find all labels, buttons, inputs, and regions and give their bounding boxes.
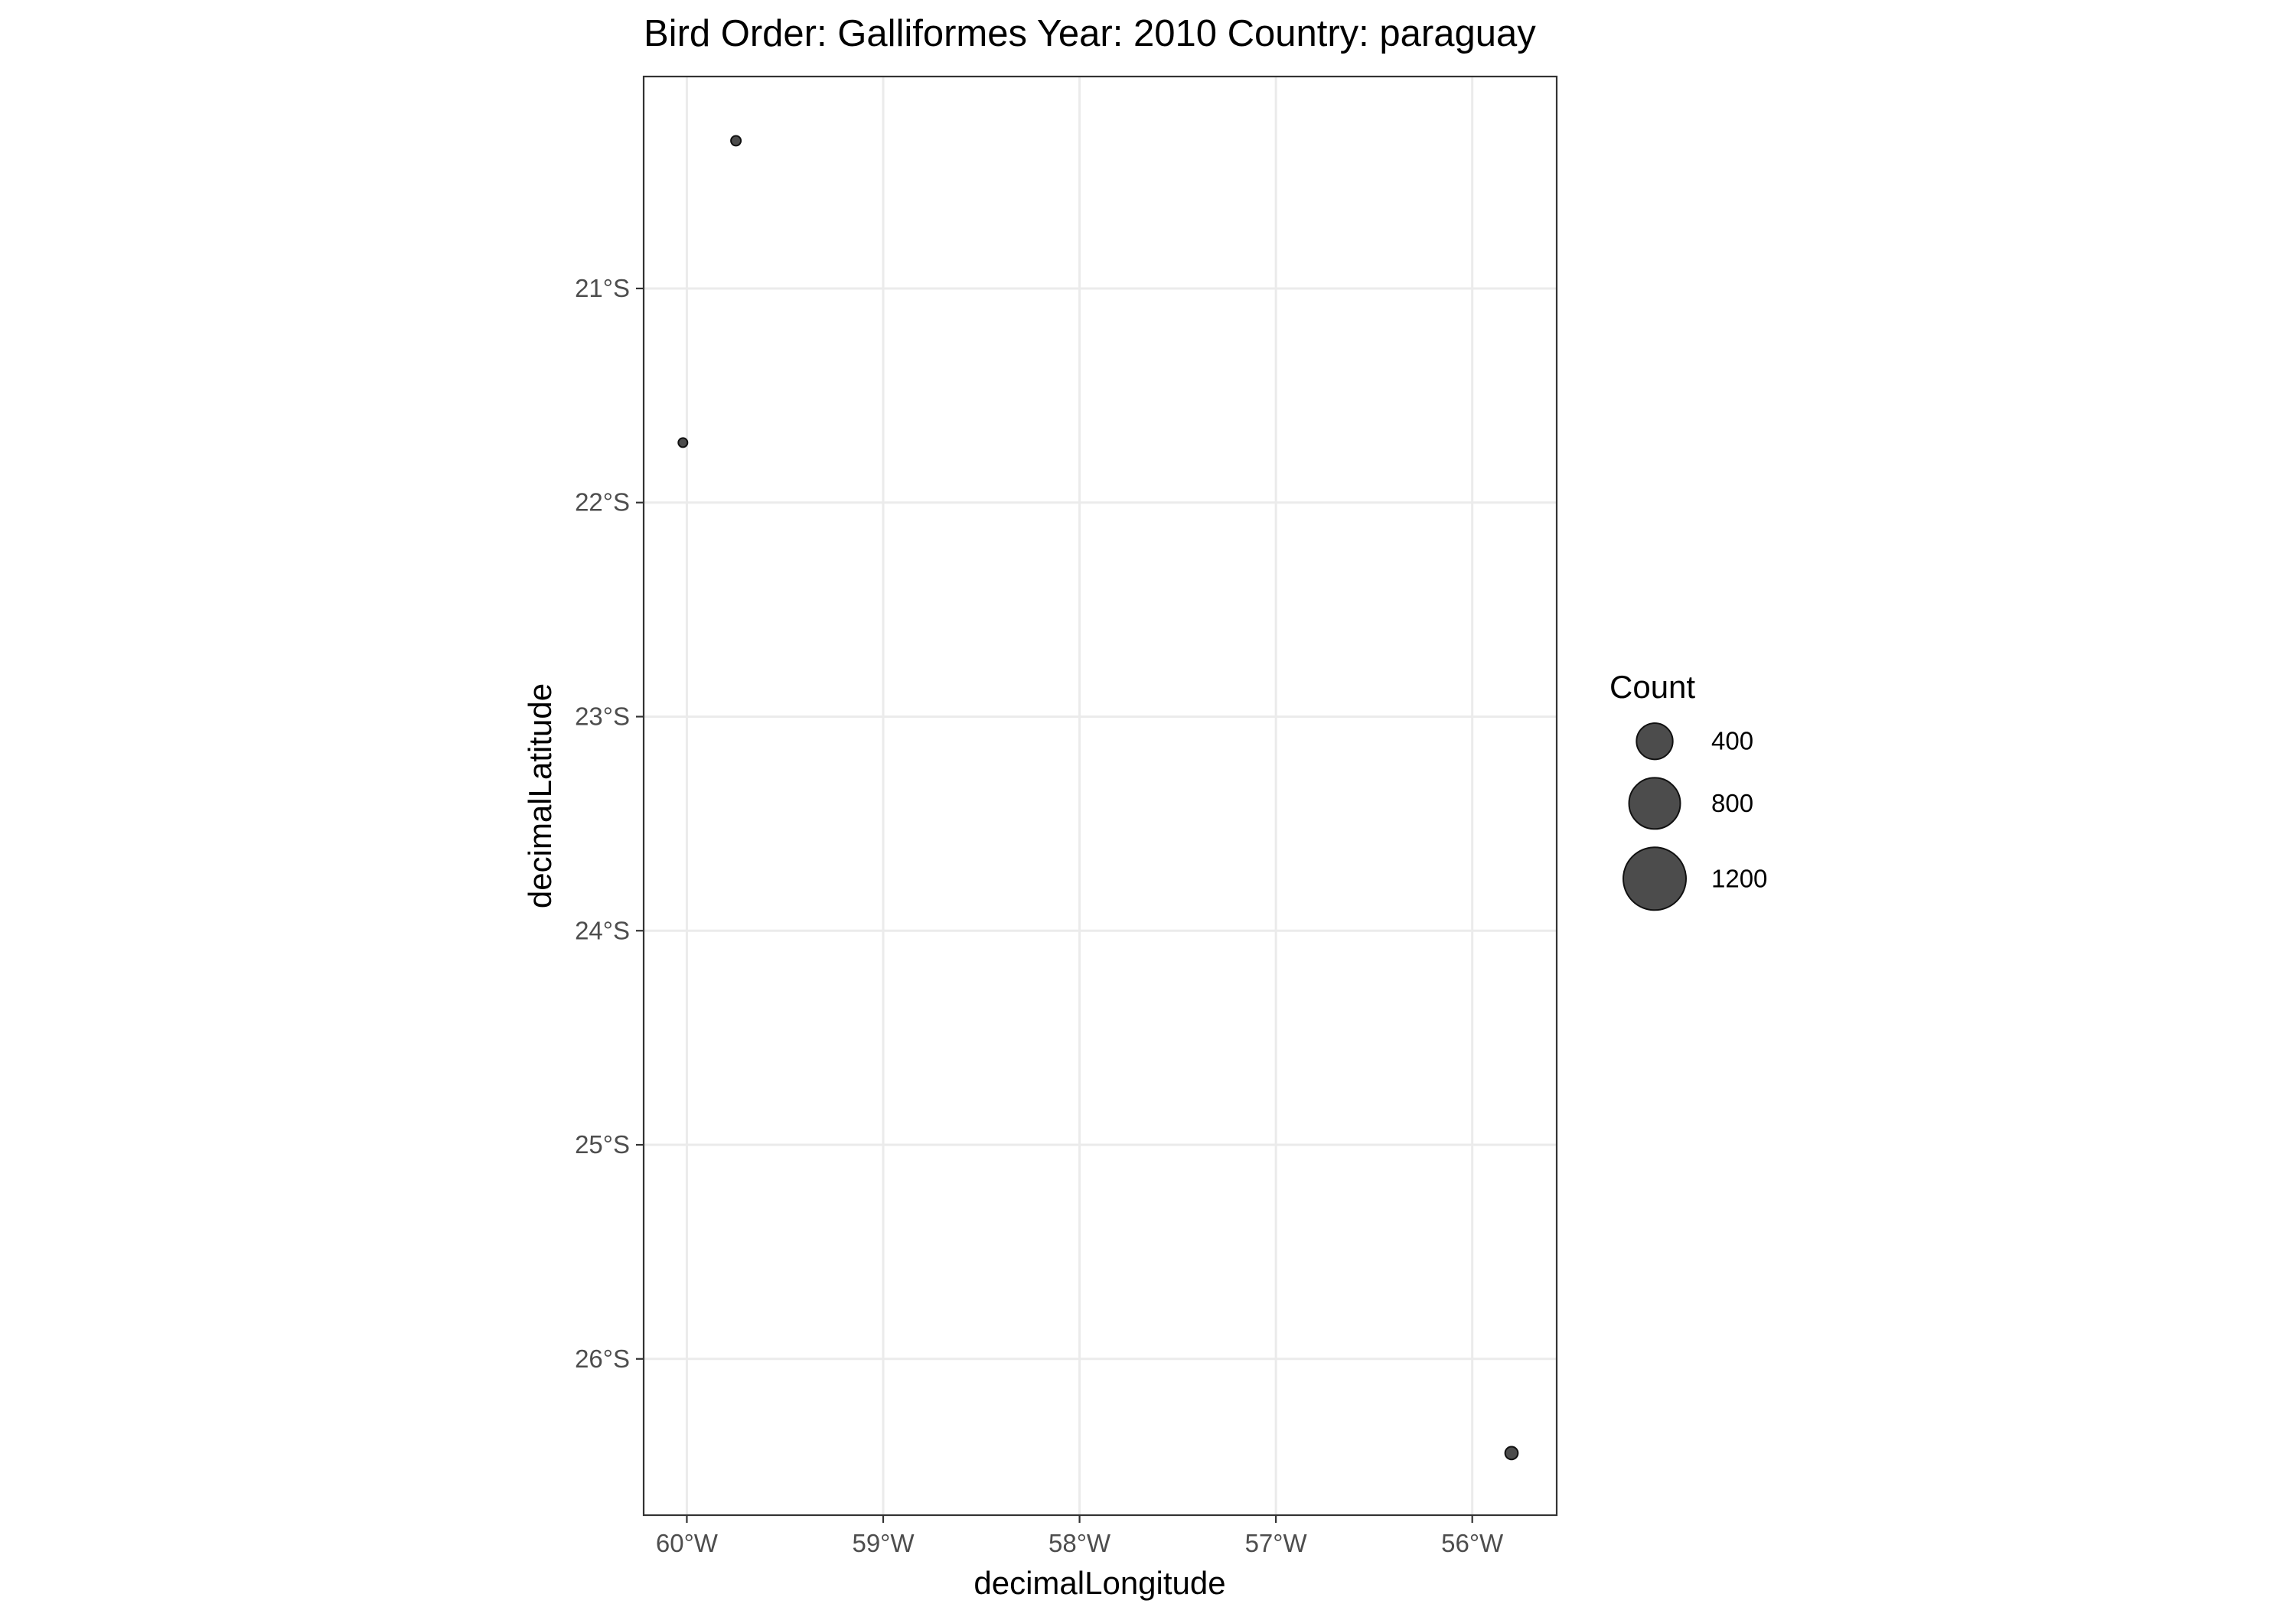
x-tick-label: 58°W (1049, 1529, 1111, 1557)
y-axis: 21°S 22°S 23°S 24°S 25°S 26°S (575, 274, 644, 1373)
y-tick-label: 22°S (575, 488, 630, 517)
data-point (730, 135, 742, 147)
legend-key-circle (1636, 722, 1674, 761)
chart-title: Bird Order: Galliformes Year: 2010 Count… (644, 13, 1536, 54)
data-points (677, 135, 1519, 1461)
y-axis-title: decimalLatitude (522, 683, 558, 908)
x-tick-label: 59°W (852, 1529, 915, 1557)
data-point (1504, 1446, 1519, 1461)
legend-key-label: 1200 (1711, 864, 1767, 892)
x-axis-title: decimalLongitude (974, 1565, 1225, 1601)
y-tick-label: 26°S (575, 1345, 630, 1373)
y-tick-label: 24°S (575, 916, 630, 944)
data-point (677, 437, 689, 448)
legend-keys: 400 800 1200 (1623, 722, 1767, 911)
x-tick-label: 60°W (656, 1529, 719, 1557)
legend-key-label: 800 (1711, 789, 1753, 817)
legend-key-circle (1623, 846, 1687, 911)
y-tick-label: 25°S (575, 1130, 630, 1159)
grid-lines (644, 77, 1557, 1515)
y-tick-label: 23°S (575, 702, 630, 730)
legend-title: Count (1609, 669, 1695, 705)
panel-border (642, 75, 1558, 1517)
x-axis: 60°W 59°W 58°W 57°W 56°W (656, 1515, 1504, 1557)
plot-panel (644, 77, 1557, 1515)
x-tick-label: 56°W (1441, 1529, 1504, 1557)
size-legend: Count 400 800 1200 (1609, 669, 1767, 911)
legend-key-label: 400 (1711, 727, 1753, 755)
x-tick-label: 57°W (1245, 1529, 1308, 1557)
y-tick-label: 21°S (575, 274, 630, 302)
legend-key-circle (1628, 777, 1681, 830)
